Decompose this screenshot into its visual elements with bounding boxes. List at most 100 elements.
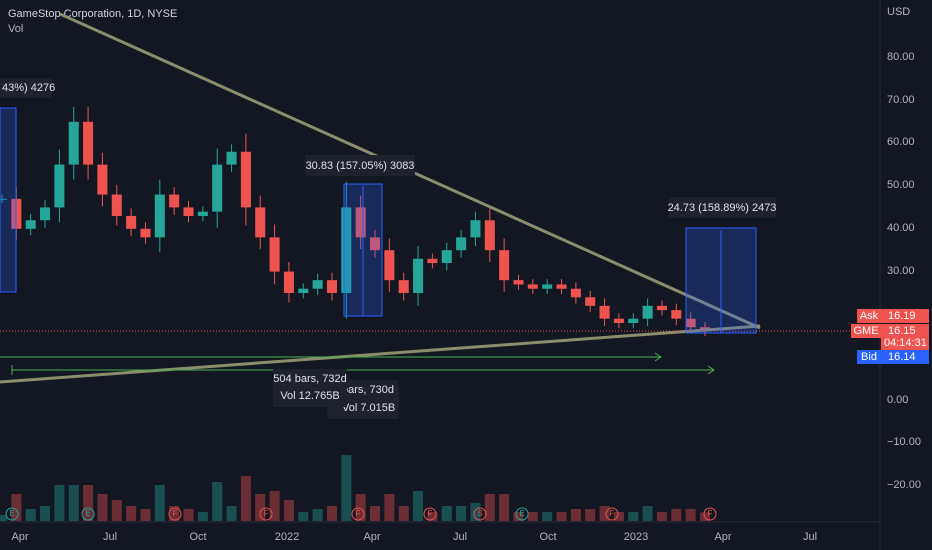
candle-body — [111, 194, 122, 216]
price-label: 30.00 — [887, 265, 915, 277]
candle-body — [599, 305, 610, 319]
price-label: 50.00 — [887, 179, 915, 191]
candle-body — [570, 288, 581, 298]
volume-bar — [0, 515, 8, 521]
candle-body — [585, 297, 596, 306]
arrow-head — [654, 352, 662, 362]
volume-bar — [40, 506, 51, 521]
time-label: Jul — [103, 531, 117, 543]
candle-body — [656, 305, 667, 311]
candle-body — [0, 198, 8, 200]
candle-body — [25, 220, 36, 229]
candle-body — [212, 164, 223, 212]
event-marker — [81, 507, 95, 521]
event-marker — [605, 507, 619, 521]
event-letter: F — [708, 509, 713, 518]
candle-body — [140, 228, 151, 238]
candle-body — [642, 305, 653, 319]
symbol-tag — [851, 324, 881, 338]
price-label: −10.00 — [887, 436, 921, 448]
price-label: 70.00 — [887, 94, 915, 106]
volume-bar — [298, 512, 309, 521]
candle-body — [556, 284, 567, 289]
volume-bar — [83, 485, 94, 521]
event-letter: F — [173, 509, 178, 518]
volume-bar — [169, 506, 180, 521]
volume-bar — [628, 512, 639, 521]
event-marker — [5, 507, 19, 521]
measure-label-bg — [669, 197, 776, 218]
volume-bar — [255, 494, 266, 521]
volume-bar — [685, 509, 696, 521]
volume-bar — [240, 476, 251, 521]
time-label: 2022 — [275, 531, 299, 543]
measure-label-bg — [0, 78, 52, 98]
candle-body — [441, 250, 452, 264]
candle-body — [154, 194, 165, 238]
candle-body — [68, 121, 79, 165]
candle-body — [628, 318, 639, 323]
volume-bar — [226, 506, 237, 521]
trend-line — [0, 324, 761, 384]
volume-bar — [413, 491, 424, 521]
ask-tag — [857, 309, 881, 323]
candle-body — [312, 280, 323, 289]
volume-bar — [441, 506, 452, 521]
volume-bar — [499, 494, 510, 521]
volume-bar — [642, 506, 653, 521]
volume-bar — [542, 512, 553, 521]
currency: USD — [887, 6, 910, 18]
volume-bar — [527, 512, 538, 521]
volume-bar — [269, 491, 280, 521]
price-label: 80.00 — [887, 51, 915, 63]
event-marker — [703, 507, 717, 521]
event-marker — [168, 507, 182, 521]
ask-price: 16.19 — [888, 310, 916, 322]
price-label: 60.00 — [887, 136, 915, 148]
ask-tag — [881, 309, 929, 323]
candle-body — [427, 258, 438, 264]
volume-bar — [570, 509, 581, 521]
volume-bar — [671, 509, 682, 521]
volume-bar — [585, 509, 596, 521]
candle-body — [671, 310, 682, 319]
volume-bar — [484, 494, 495, 521]
candle-body — [613, 318, 624, 323]
range-bars: 504 bars, 732d — [273, 373, 346, 385]
volume-bar — [656, 512, 667, 521]
candle-body — [685, 318, 696, 328]
measure-label: 30.83 (157.05%) 3083 — [306, 160, 415, 172]
volume-bar — [68, 485, 79, 521]
time-label: Jul — [453, 531, 467, 543]
candle-body — [470, 220, 481, 238]
candle-body — [384, 250, 395, 281]
candle-body — [83, 121, 94, 165]
time-label: Oct — [189, 531, 206, 543]
time-label: Apr — [363, 531, 380, 543]
bid-tag — [857, 350, 881, 364]
volume-bar — [212, 482, 223, 521]
last-price: 16.15 — [888, 325, 916, 337]
event-letter: S — [477, 509, 482, 518]
event-letter: E — [85, 509, 90, 518]
candle-body — [326, 280, 338, 293]
volume-bar — [197, 512, 208, 521]
candle-body — [255, 207, 266, 238]
candle-body — [40, 207, 51, 221]
symbol-title: GameStop Corporation, 1D, NYSE — [8, 8, 177, 20]
candle-body — [197, 211, 208, 216]
event-marker — [423, 507, 437, 521]
time-label: Apr — [714, 531, 731, 543]
candle-body — [513, 280, 524, 285]
event-letter: F — [264, 509, 269, 518]
range-tooltip — [273, 369, 347, 407]
volume-label: Vol — [8, 23, 23, 35]
price-label: 0.00 — [887, 394, 908, 406]
volume-bar — [326, 506, 338, 521]
volume-bar — [283, 500, 294, 521]
volume-bar — [140, 509, 151, 521]
candle-body — [269, 237, 280, 272]
candle-body — [341, 207, 352, 293]
